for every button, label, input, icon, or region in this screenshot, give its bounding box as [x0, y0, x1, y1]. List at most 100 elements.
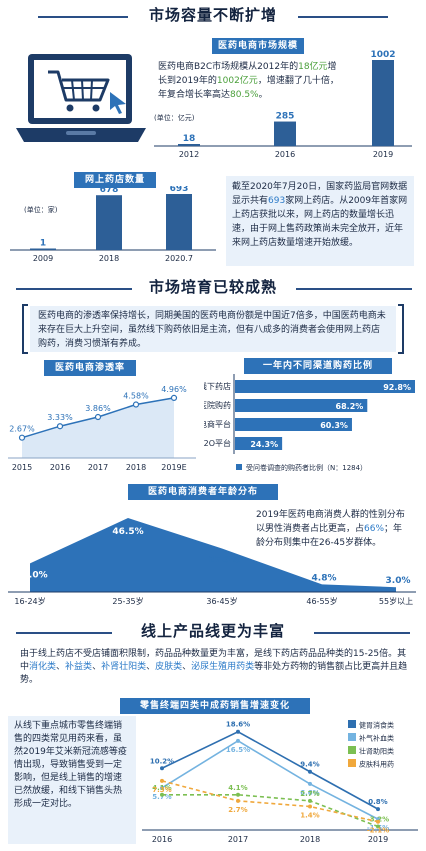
channel-value-label: 92.8% [383, 383, 411, 392]
ribbon-b2c-scale: 医药电商市场规模 [212, 38, 304, 54]
series-value-label: 18.6% [226, 721, 250, 729]
age-area-fill [30, 518, 396, 592]
series-point [308, 798, 312, 803]
channel-value-label: 68.2% [336, 402, 364, 411]
stores-tick-label: 2020.7 [165, 254, 193, 263]
series-value-label: -2.1% [367, 827, 389, 835]
product-line-paragraph: 由于线上药店不受店铺面积限制，药品品种数量更为丰富，是线下药店药品品种类的15-… [20, 649, 408, 685]
series-line [161, 739, 379, 820]
legend-label: 健胃消食类 [359, 721, 394, 730]
series-value-label: 4.1% [228, 784, 247, 792]
legend-label: 补气补血类 [359, 734, 394, 743]
age-tick-label: 16-24岁 [14, 596, 45, 606]
penetration-point [56, 423, 64, 430]
stores-value-label: 678 [100, 186, 119, 195]
penetration-tick-label: 2019E [161, 463, 186, 472]
stores-value-label: 693 [170, 186, 189, 194]
penetration-tick-label: 2016 [50, 463, 70, 472]
series-value-label: 2.7% [228, 806, 247, 814]
channel-category-label: 电商平台 [204, 419, 231, 429]
series-value-label: 2.7% [300, 790, 319, 798]
series-point [236, 738, 240, 743]
ribbon-top4-growth: 零售终端四类中成药销售增速变化 [120, 698, 310, 714]
series-value-label: 5.7% [152, 793, 171, 801]
ribbon-channel-ratio: 一年内不同渠道购药比例 [244, 358, 392, 374]
channel-category-label: 医院购药 [204, 400, 231, 410]
lines-tick-label: 2017 [228, 835, 248, 844]
penetration-point [132, 401, 140, 408]
series-line [162, 793, 379, 828]
series-value-label: 0.8% [368, 798, 387, 806]
penetration-point [94, 413, 102, 421]
channel-bar [235, 380, 415, 393]
legend-swatch [348, 759, 356, 767]
series-point [160, 785, 164, 790]
laptop-cart-icon [16, 54, 146, 142]
penetration-point [170, 394, 178, 402]
series-point [160, 766, 164, 771]
section-title-product-lines: 线上产品线更为丰富 [0, 620, 426, 646]
stores-value-label: 1 [40, 239, 46, 249]
channel-legend-swatch [236, 464, 242, 470]
lines-tick-label: 2016 [152, 835, 172, 844]
bracket-left [22, 304, 28, 354]
series-value-label: 6.6% [300, 789, 319, 797]
series-point [376, 819, 380, 824]
series-point [160, 778, 164, 783]
series-point [236, 729, 240, 734]
penetration-value-label: 3.86% [85, 404, 111, 413]
penetration-area-fill [22, 397, 174, 458]
lines-tick-label: 2019 [368, 835, 388, 844]
penetration-tick-label: 2015 [12, 463, 32, 472]
penetration-value-label: 2.67% [9, 425, 35, 434]
b2c-tick-label: 2019 [373, 150, 393, 159]
bottom-description: 从线下重点城市零售终端销售的四类常见用药来看，虽然2019年艾米新冠流感等疫情出… [8, 716, 136, 844]
age-tick-label: 55岁以上 [379, 596, 413, 606]
age-value-label: 27.3% [208, 556, 239, 566]
bracket-right [398, 304, 404, 354]
series-value-label: 1.4% [300, 812, 319, 820]
penetration-value-label: 4.58% [123, 392, 149, 401]
series-point [308, 804, 312, 809]
ribbon-age-dist: 医药电商消费者年龄分布 [128, 484, 278, 500]
age-value-label: 4.8% [312, 573, 337, 583]
age-tick-label: 36-45岁 [206, 596, 237, 606]
legend-label: 壮肾助阳类 [359, 747, 394, 756]
b2c-bar-chart: (单位：亿元) 18 2012 285 2016 1002 2019 [154, 50, 412, 159]
penetration-point [18, 434, 26, 441]
series-point [308, 769, 312, 774]
channel-legend-label: 受问卷调查的购药者比例（N：1284） [246, 463, 367, 472]
channel-value-label: 60.3% [320, 421, 348, 430]
section-title-market-maturity: 市场培育已较成熟 [0, 276, 426, 302]
age-area-chart: 18.0% 16-24岁 46.5% 25-35岁 27.3% 36-45岁 4.8% 46-… [8, 518, 416, 606]
series-point [376, 807, 380, 812]
age-description: 2019年医药电商消费人群的性别分布以男性消费者占比更高，占66%；年龄分布则集… [252, 506, 412, 552]
b2c-bar [274, 121, 296, 146]
ribbon-online-stores: 网上药店数量 [74, 172, 156, 188]
channel-bar [235, 399, 368, 412]
stores-bar-chart: (单位：家) 1 2009 678 2018 693 2020.7 [10, 186, 216, 263]
series-value-label: 10.2% [150, 757, 174, 765]
series-value-label: 7.3% [152, 786, 171, 794]
b2c-bar [178, 144, 200, 146]
age-value-label: 3.0% [386, 576, 411, 586]
stores-bar [166, 194, 192, 250]
penetration-value-label: 3.33% [47, 413, 73, 422]
b2c-value-label: 285 [276, 112, 295, 122]
age-tick-label: 46-55岁 [306, 596, 337, 606]
b2c-unit-label: (单位：亿元) [154, 113, 195, 122]
legend-label: 皮肤科用药 [359, 760, 394, 769]
series-value-label: 9.4% [300, 761, 319, 769]
b2c-tick-label: 2012 [179, 150, 199, 159]
ribbon-penetration: 医药电商渗透率 [44, 360, 136, 376]
market-paragraph: 医药电商的渗透率保持增长，同期美国的医药电商份额是中国近7倍多，中国医药电商未来… [30, 306, 396, 352]
penetration-area-chart: 2.67% 2015 3.33% 2016 3.86% 2017 4.58% 2018 4.96… [8, 385, 196, 472]
series-value-label: 16.5% [226, 746, 250, 754]
b2c-value-label: 1002 [370, 50, 395, 60]
section-title-market-capacity: 市场容量不断扩增 [0, 4, 426, 30]
legend-swatch [348, 720, 356, 728]
channel-category-label: 线下药店 [204, 381, 231, 391]
stores-tick-label: 2009 [33, 254, 53, 263]
b2c-value-label: 18 [183, 134, 196, 144]
series-point [308, 781, 312, 786]
